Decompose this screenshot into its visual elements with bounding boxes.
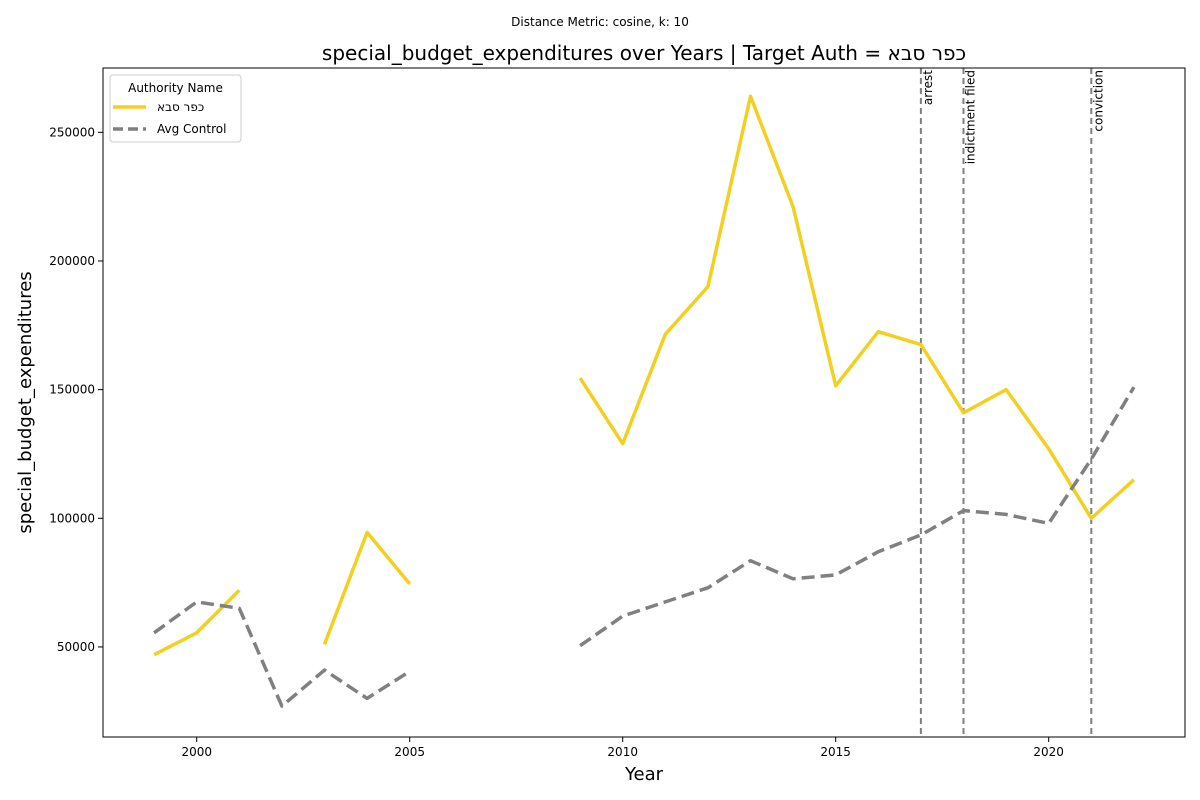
legend-title: Authority Name xyxy=(128,81,223,95)
event-label: indictment filed xyxy=(963,70,977,164)
legend: Authority Name כפר סבא Avg Control xyxy=(109,74,242,143)
series-lines xyxy=(153,94,1136,708)
series-line xyxy=(579,386,1136,648)
x-axis-label: Year xyxy=(624,764,664,785)
y-tick-label: 100000 xyxy=(49,511,95,525)
series-line xyxy=(153,600,411,708)
y-tick-label: 50000 xyxy=(57,640,95,654)
x-tick-label: 2015 xyxy=(820,745,851,759)
event-annotations: arrest indictment filed conviction xyxy=(919,68,1105,737)
series-line xyxy=(322,530,412,646)
legend-label-control: Avg Control xyxy=(157,122,226,136)
y-tick-label: 200000 xyxy=(49,254,95,268)
chart-title: special_budget_expenditures over Years |… xyxy=(322,41,966,65)
y-axis-label: special_budget_expenditures xyxy=(15,271,36,533)
series-line xyxy=(578,94,1136,521)
y-tick-label: 150000 xyxy=(49,383,95,397)
legend-box xyxy=(109,74,242,143)
y-tick-label: 250000 xyxy=(49,125,95,139)
legend-label-target: כפר סבא xyxy=(157,100,204,114)
event-label: arrest xyxy=(921,70,935,105)
axis-ticks: 2000 2005 2010 2015 2020 50000 100000 150000 200… xyxy=(49,125,1064,759)
x-tick-label: 2010 xyxy=(607,745,638,759)
x-tick-label: 2005 xyxy=(394,745,425,759)
plot-frame xyxy=(102,67,1186,738)
x-tick-label: 2000 xyxy=(181,745,212,759)
chart-suptitle: Distance Metric: cosine, k: 10 xyxy=(511,15,689,29)
series-line xyxy=(153,589,241,657)
x-tick-label: 2020 xyxy=(1033,745,1064,759)
event-label: conviction xyxy=(1091,70,1105,132)
